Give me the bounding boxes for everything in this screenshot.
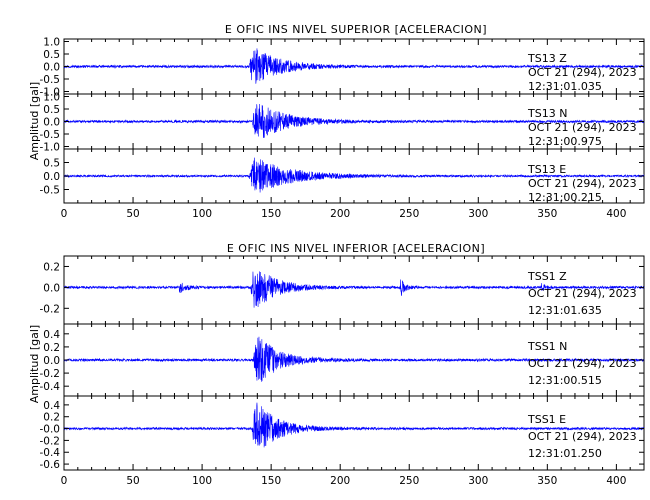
x-tick-label: 100 bbox=[192, 208, 212, 220]
y-tick-label: -0.6 bbox=[40, 459, 61, 471]
y-tick-label: -0.5 bbox=[40, 129, 61, 141]
time-label: 12:31:01.035 bbox=[528, 80, 602, 93]
y-tick-label: 0.2 bbox=[43, 412, 60, 424]
y-tick-label: 1.0 bbox=[43, 92, 60, 104]
x-tick-label: 250 bbox=[399, 208, 419, 220]
chart-top-x-axis: 0 50 100 150 200 250 300 350 400 bbox=[61, 208, 627, 220]
x-tick-label: 200 bbox=[330, 475, 350, 487]
station-label: TSS1 E bbox=[527, 413, 566, 426]
y-tick-label: 0.2 bbox=[43, 342, 60, 354]
time-label: 12:31:00.215 bbox=[528, 191, 602, 204]
trace-layer bbox=[63, 336, 645, 382]
waveform-trace bbox=[63, 157, 645, 193]
y-tick-label: 0.0 bbox=[43, 171, 60, 183]
chart-top-title: E OFIC INS NIVEL SUPERIOR [ACELERACION] bbox=[225, 23, 487, 36]
ytick-layer: 0.50.0 -0.5 bbox=[40, 149, 645, 203]
time-label: 12:31:01.250 bbox=[528, 447, 602, 460]
y-tick-label: -0.4 bbox=[40, 447, 61, 459]
x-tick-label: 150 bbox=[261, 208, 281, 220]
station-label: TS13 E bbox=[527, 163, 566, 176]
ytick-layer: 1.00.50.0-0.5-1.0 bbox=[40, 37, 645, 99]
y-tick-label: 0.0 bbox=[43, 62, 60, 74]
y-tick-label: -0.5 bbox=[40, 185, 61, 197]
y-tick-label: -0.0 bbox=[40, 424, 61, 436]
station-label: TS13 N bbox=[527, 107, 567, 120]
waveform-trace bbox=[63, 48, 645, 84]
trace-layer bbox=[63, 48, 645, 84]
time-label: 12:31:00.515 bbox=[528, 374, 602, 387]
y-tick-label: 0.0 bbox=[43, 355, 60, 367]
chart-bottom-title: E OFIC INS NIVEL INFERIOR [ACELERACION] bbox=[227, 242, 485, 255]
x-tick-label: 350 bbox=[537, 208, 557, 220]
panel-tss1-n: 0.40.20.0-0.2-0.4 TSS1 N OCT 21 (294), 2… bbox=[40, 323, 645, 397]
y-tick-label: 0.0 bbox=[43, 282, 60, 294]
trace-layer bbox=[63, 157, 645, 193]
station-label: TSS1 N bbox=[527, 340, 567, 353]
x-tick-label: 400 bbox=[606, 475, 626, 487]
date-label: OCT 21 (294), 2023 bbox=[528, 430, 637, 443]
x-tick-label: 250 bbox=[399, 475, 419, 487]
date-label: OCT 21 (294), 2023 bbox=[528, 357, 637, 370]
waveform-trace bbox=[63, 402, 645, 448]
y-tick-label: 0.4 bbox=[43, 329, 60, 341]
panel-ts13-z: 1.00.50.0-0.5-1.0 TS13 Z OCT 21 (294), 2… bbox=[40, 37, 645, 99]
trace-layer bbox=[63, 271, 645, 308]
date-label: OCT 21 (294), 2023 bbox=[528, 287, 637, 300]
x-tick-label: 50 bbox=[126, 475, 139, 487]
date-label: OCT 21 (294), 2023 bbox=[528, 66, 637, 79]
x-tick-label: 200 bbox=[330, 208, 350, 220]
chart-top-ylabel: Amplitud [gal] bbox=[28, 82, 41, 160]
x-tick-label: 400 bbox=[606, 208, 626, 220]
trace-layer bbox=[63, 402, 645, 448]
panel-tss1-e: 0.40.2-0.0-0.2-0.4-0.6 TSS1 E OCT 21 (29… bbox=[40, 395, 645, 471]
station-label: TSS1 Z bbox=[527, 270, 567, 283]
y-tick-label: 0.4 bbox=[43, 400, 60, 412]
ytick-layer: 1.00.50.0-0.5-1.0 bbox=[40, 92, 645, 154]
chart-top: E OFIC INS NIVEL SUPERIOR [ACELERACION] … bbox=[28, 23, 645, 220]
panel-ts13-e: 0.50.0 -0.5 TS13 E OCT 21 (294), 2023 12:… bbox=[40, 148, 645, 204]
x-tick-label: 300 bbox=[468, 475, 488, 487]
x-tick-label: 350 bbox=[537, 475, 557, 487]
y-tick-label: 0.2 bbox=[43, 261, 60, 273]
y-tick-label: 1.0 bbox=[43, 37, 60, 49]
waveform-trace bbox=[63, 103, 645, 138]
y-tick-label: -1.0 bbox=[40, 142, 61, 154]
waveform-trace bbox=[63, 271, 645, 308]
chart-bottom-x-axis: 0 50 100 150 200 250 300 350 400 bbox=[61, 475, 627, 487]
y-tick-label: -0.2 bbox=[40, 368, 61, 380]
trace-layer bbox=[63, 103, 645, 138]
station-label: TS13 Z bbox=[527, 52, 567, 65]
chart-bottom: E OFIC INS NIVEL INFERIOR [ACELERACION] … bbox=[28, 242, 645, 487]
x-tick-label: 0 bbox=[61, 475, 68, 487]
y-tick-label: -0.2 bbox=[40, 435, 61, 447]
waveform-trace bbox=[63, 336, 645, 382]
y-tick-label: -0.5 bbox=[40, 74, 61, 86]
y-tick-label: 0.5 bbox=[43, 104, 60, 116]
panel-tss1-z: 0.2 0.0 -0.2 TSS1 Z OCT 21 (294), 2023 12:… bbox=[40, 255, 645, 325]
time-label: 12:31:00.975 bbox=[528, 135, 602, 148]
y-tick-label: -0.2 bbox=[40, 303, 61, 315]
y-tick-label: 0.5 bbox=[43, 49, 60, 61]
x-tick-label: 300 bbox=[468, 208, 488, 220]
date-label: OCT 21 (294), 2023 bbox=[528, 177, 637, 190]
y-tick-label: -1.0 bbox=[40, 87, 61, 99]
x-tick-label: 50 bbox=[126, 208, 139, 220]
y-tick-label: 0.5 bbox=[43, 158, 60, 170]
y-tick-label: -0.4 bbox=[40, 381, 61, 393]
panel-ts13-n: 1.00.50.0-0.5-1.0 TS13 N OCT 21 (294), 2… bbox=[40, 92, 645, 154]
x-tick-label: 0 bbox=[61, 208, 68, 220]
time-label: 12:31:01.635 bbox=[528, 304, 602, 317]
x-tick-label: 150 bbox=[261, 475, 281, 487]
x-tick-label: 100 bbox=[192, 475, 212, 487]
ytick-layer: 0.40.20.0-0.2-0.4 bbox=[40, 324, 645, 396]
ytick-layer: 0.40.2-0.0-0.2-0.4-0.6 bbox=[40, 396, 645, 471]
y-tick-label: 0.0 bbox=[43, 117, 60, 129]
chart-bottom-ylabel: Amplitud [gal] bbox=[28, 325, 41, 403]
date-label: OCT 21 (294), 2023 bbox=[528, 121, 637, 134]
